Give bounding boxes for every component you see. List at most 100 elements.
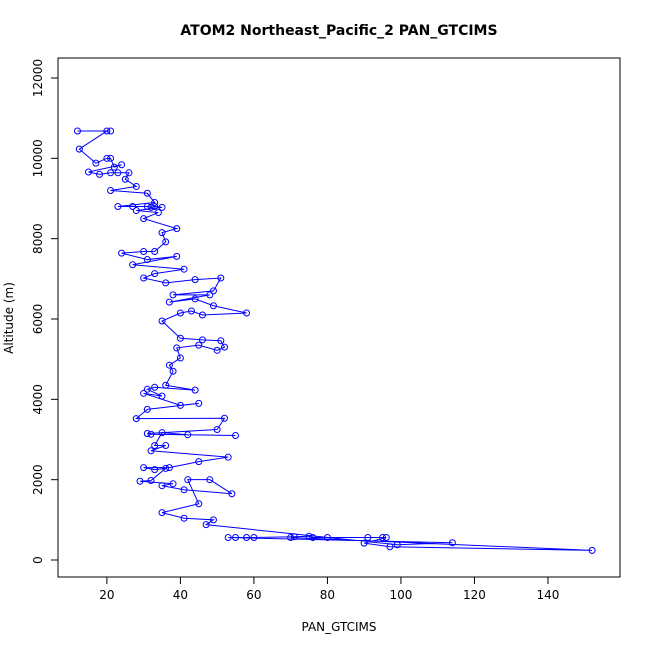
data-point bbox=[176, 309, 184, 317]
data-point bbox=[184, 476, 192, 484]
data-point bbox=[206, 476, 214, 484]
data-point bbox=[360, 539, 368, 547]
data-point bbox=[140, 215, 148, 223]
data-point bbox=[195, 500, 203, 508]
data-point bbox=[162, 381, 170, 389]
data-point bbox=[129, 203, 137, 211]
data-point bbox=[287, 534, 295, 542]
data-point bbox=[180, 514, 188, 522]
data-point bbox=[198, 311, 206, 319]
data-point bbox=[107, 169, 115, 177]
data-point bbox=[290, 533, 298, 541]
data-point bbox=[198, 336, 206, 344]
data-point bbox=[143, 256, 151, 264]
data-point bbox=[195, 458, 203, 466]
data-point bbox=[173, 252, 181, 260]
data-line bbox=[77, 130, 593, 551]
data-point bbox=[92, 159, 100, 167]
data-point bbox=[151, 466, 159, 474]
data-point bbox=[75, 145, 83, 153]
data-point bbox=[176, 354, 184, 362]
data-point bbox=[393, 541, 401, 549]
data-point bbox=[140, 248, 148, 256]
data-point bbox=[209, 302, 217, 310]
data-point bbox=[151, 248, 159, 256]
data-point bbox=[448, 539, 456, 547]
data-point bbox=[213, 346, 221, 354]
data-point bbox=[107, 127, 115, 135]
y-tick-label: 10000 bbox=[31, 139, 45, 177]
data-point bbox=[206, 291, 214, 299]
data-point bbox=[151, 442, 159, 450]
data-point bbox=[118, 161, 126, 169]
data-point bbox=[169, 480, 177, 488]
data-point bbox=[180, 486, 188, 494]
data-point bbox=[165, 361, 173, 369]
data-point bbox=[154, 209, 162, 217]
y-tick-label: 2000 bbox=[31, 464, 45, 495]
data-point bbox=[243, 534, 251, 542]
data-point bbox=[232, 431, 240, 439]
data-point bbox=[158, 317, 166, 325]
y-tick-label: 0 bbox=[31, 556, 45, 564]
data-point bbox=[202, 521, 210, 529]
data-point bbox=[158, 229, 166, 237]
data-point bbox=[323, 534, 331, 542]
data-point bbox=[217, 274, 225, 282]
x-tick-label: 20 bbox=[99, 588, 114, 602]
chart-title: ATOM2 Northeast_Pacific_2 PAN_GTCIMS bbox=[180, 23, 497, 39]
data-point bbox=[158, 203, 166, 211]
data-point bbox=[136, 477, 144, 485]
data-point bbox=[165, 464, 173, 472]
y-tick-label: 8000 bbox=[31, 223, 45, 254]
data-point bbox=[114, 169, 122, 177]
data-point bbox=[103, 127, 111, 135]
data-point bbox=[224, 453, 232, 461]
x-tick-label: 120 bbox=[463, 588, 486, 602]
data-point bbox=[96, 170, 104, 178]
data-point bbox=[165, 298, 173, 306]
x-tick-label: 140 bbox=[537, 588, 560, 602]
data-point bbox=[143, 429, 151, 437]
data-point bbox=[187, 307, 195, 315]
data-point bbox=[143, 203, 151, 211]
data-point bbox=[118, 249, 126, 257]
data-point bbox=[73, 127, 81, 135]
data-point bbox=[176, 334, 184, 342]
data-point bbox=[107, 186, 115, 194]
data-point bbox=[143, 405, 151, 413]
data-point bbox=[151, 203, 159, 211]
data-point bbox=[173, 225, 181, 233]
y-tick-label: 12000 bbox=[31, 59, 45, 97]
data-point bbox=[588, 546, 596, 554]
data-point bbox=[364, 534, 372, 542]
data-point bbox=[147, 430, 155, 438]
data-point bbox=[147, 203, 155, 211]
plot-box bbox=[57, 57, 621, 578]
x-tick-label: 60 bbox=[246, 588, 261, 602]
y-axis-label: Altitude (m) bbox=[2, 282, 16, 354]
data-point bbox=[243, 309, 251, 317]
data-point bbox=[125, 169, 133, 177]
data-point bbox=[151, 383, 159, 391]
data-point bbox=[132, 182, 140, 190]
data-point bbox=[169, 291, 177, 299]
data-point bbox=[140, 389, 148, 397]
data-point bbox=[132, 415, 140, 423]
data-point bbox=[140, 274, 148, 282]
data-point bbox=[143, 189, 151, 197]
data-point bbox=[140, 464, 148, 472]
data-point bbox=[114, 203, 122, 211]
data-point bbox=[173, 344, 181, 352]
data-point bbox=[121, 175, 129, 183]
x-tick-label: 40 bbox=[173, 588, 188, 602]
data-point bbox=[176, 401, 184, 409]
data-point bbox=[228, 490, 236, 498]
x-axis-label: PAN_GTCIMS bbox=[301, 620, 376, 634]
data-point bbox=[158, 482, 166, 490]
data-point bbox=[195, 399, 203, 407]
data-point bbox=[382, 534, 390, 542]
data-point bbox=[103, 154, 111, 162]
